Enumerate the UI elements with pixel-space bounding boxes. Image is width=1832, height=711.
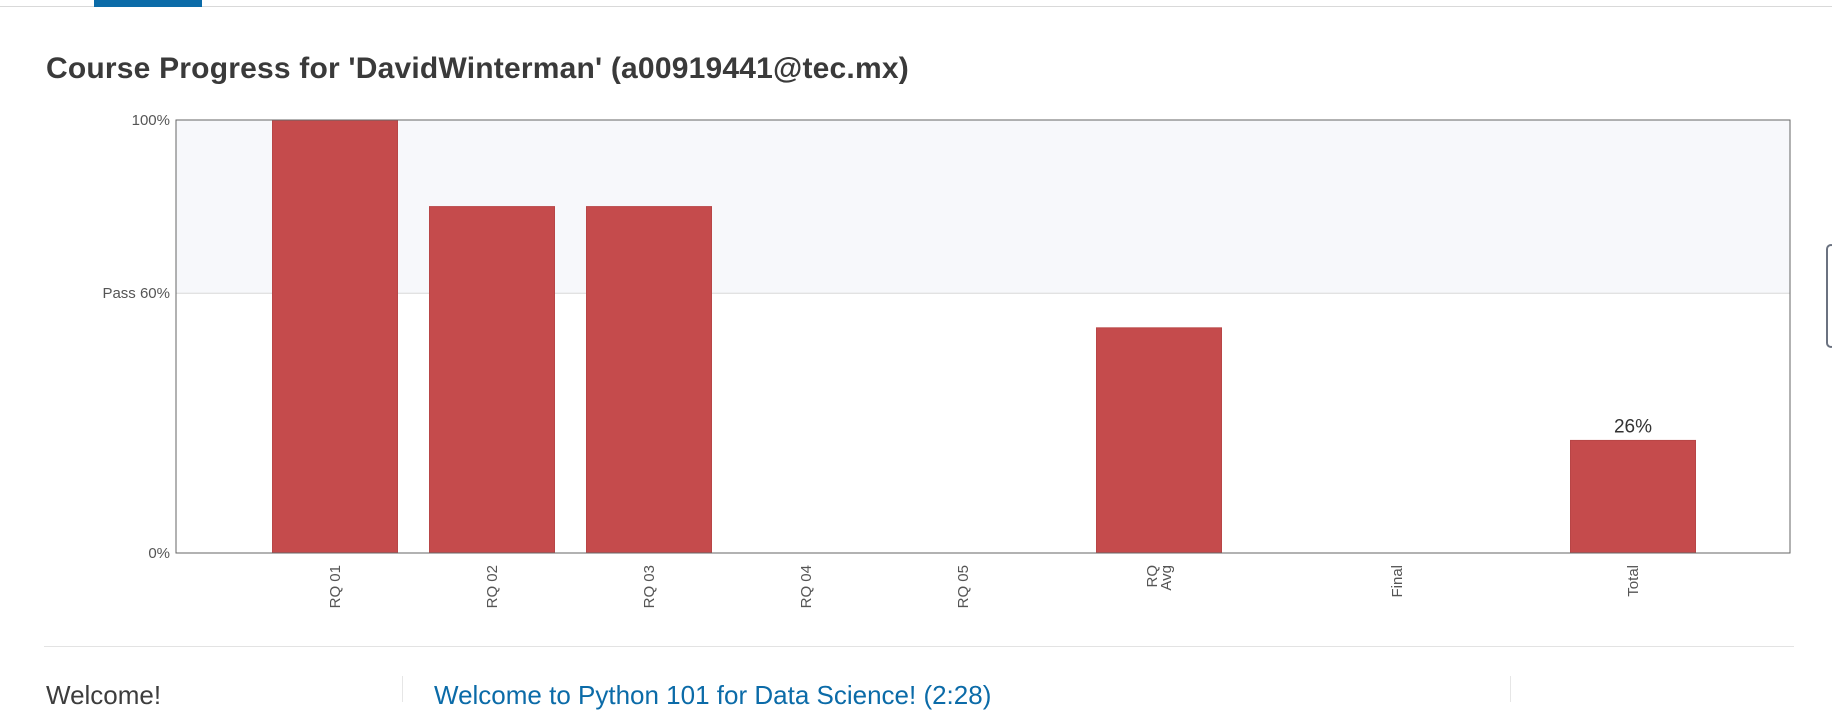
bar-rq-03 [586,206,712,554]
bar-rq-02 [429,206,555,554]
x-tick-label-text: Avg [1158,565,1175,591]
column-divider [402,676,403,702]
bar-rq-01 [272,119,398,554]
x-tick-label-text: Total [1625,565,1642,597]
bar-rq-avg [1096,327,1222,554]
x-tick-label-text: RQ 05 [955,565,972,608]
data-label: 26% [1614,416,1652,437]
section-divider [44,646,1794,647]
x-tick-label-text: Final [1389,565,1406,598]
x-tick-label-text: RQ 01 [327,565,344,608]
page-title: Course Progress for 'DavidWinterman' (a0… [46,52,909,85]
x-tick-label: Final [1389,565,1406,598]
side-panel-handle[interactable] [1826,244,1832,348]
x-tick-label: RQ 04 [798,565,815,608]
x-tick-label-text: RQ 03 [641,565,658,608]
y-tick-label: 0% [148,545,170,562]
bar-total [1570,439,1696,554]
plot-frame [175,119,1791,554]
column-divider [1510,676,1511,702]
lesson-link[interactable]: Welcome to Python 101 for Data Science! … [434,680,992,710]
y-tick-label: Pass 60% [102,285,170,302]
x-tick-label: RQ 02 [484,565,501,608]
chapter-title: Welcome! [46,680,162,710]
x-tick-label: RQ 05 [955,565,972,608]
x-tick-label-text: RQ 04 [798,565,815,608]
active-tab-indicator [94,0,202,7]
progress-chart: 0% Pass 60% 100% RQ 01 RQ 02 RQ 03 RQ 04 RQ 05 R… [102,112,1791,608]
x-tick-label: RQ 01 [327,565,344,608]
x-tick-label: RQ 03 [641,565,658,608]
x-tick-label-text: RQ 02 [484,565,501,608]
pass-region [176,120,1790,294]
x-tick-label-text: RQ [1144,565,1161,588]
y-tick-label: 100% [132,112,170,129]
x-tick-label: Total [1625,565,1642,597]
top-divider [0,6,1832,7]
